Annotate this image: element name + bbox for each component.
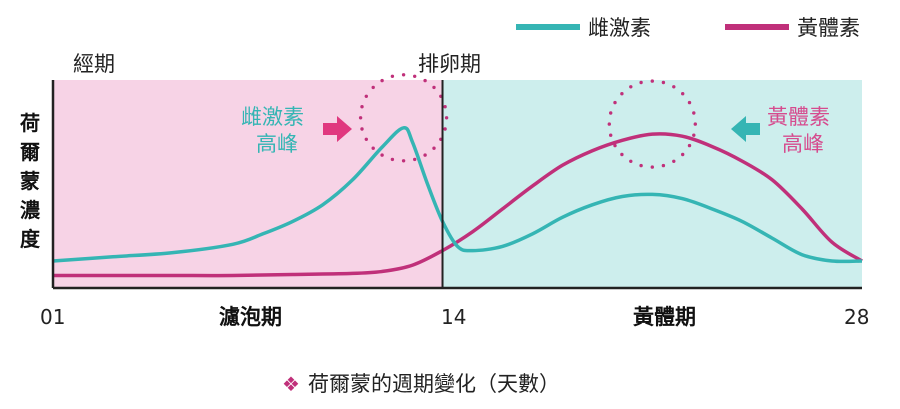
peak-circle-dot bbox=[692, 111, 696, 115]
peak-circle-dot bbox=[692, 133, 696, 137]
series-line-progesterone bbox=[53, 132, 863, 278]
y-label-char: 爾 bbox=[19, 140, 40, 164]
peak-circle-dot bbox=[650, 79, 654, 83]
legend: 雌激素 黃體素 bbox=[516, 16, 860, 40]
peak-circle-dot bbox=[401, 159, 406, 163]
left-arrow-icon bbox=[731, 116, 760, 142]
peak-circle-dot bbox=[650, 165, 654, 169]
peak-circle-dot bbox=[423, 78, 427, 83]
peak-circle-dot bbox=[639, 163, 643, 168]
phase-label-follicular: 濾泡期 bbox=[219, 305, 282, 329]
x-tick-label: 28 bbox=[844, 305, 869, 329]
estrogen-peak-annotation: 雌激素 高峰 bbox=[241, 105, 352, 156]
peak-circle-dot bbox=[364, 94, 368, 99]
legend-label-progesterone: 黃體素 bbox=[797, 16, 860, 40]
peak-circle-dot bbox=[629, 159, 633, 163]
y-label-char: 濃 bbox=[20, 198, 41, 222]
peak-circle-dot bbox=[444, 116, 449, 120]
peak-circle-dot bbox=[423, 153, 427, 157]
peak-highlight-circle bbox=[607, 79, 697, 169]
y-label-char: 荷 bbox=[20, 111, 40, 135]
phase-label-luteal: 黃體期 bbox=[633, 305, 696, 329]
peak-circle-dot bbox=[432, 146, 436, 150]
annotation-text: 雌激素 bbox=[241, 105, 304, 129]
peak-circle-dot bbox=[681, 152, 685, 157]
peak-circle-dot bbox=[661, 163, 666, 168]
peak-circle-dot bbox=[358, 116, 363, 120]
phase-label-ovulation: 排卵期 bbox=[418, 52, 481, 76]
y-label-char: 蒙 bbox=[20, 169, 40, 193]
peak-circle-dot bbox=[687, 143, 692, 148]
y-axis-label: 荷 爾 蒙 濃 度 bbox=[19, 111, 41, 251]
peak-circle-dot bbox=[401, 73, 406, 77]
peak-circle-dot bbox=[681, 92, 685, 96]
peak-circle-dot bbox=[672, 85, 676, 89]
annotation-text: 黃體素 bbox=[767, 105, 830, 129]
peak-circle-dot bbox=[620, 152, 624, 157]
peak-circle-dot bbox=[639, 80, 643, 85]
peak-circle-dot bbox=[360, 127, 364, 131]
chart-caption: 荷爾蒙的週期變化（天數） bbox=[308, 372, 560, 396]
peak-circle-dot bbox=[693, 122, 697, 126]
peak-circle-dot bbox=[613, 143, 617, 148]
y-label-char: 度 bbox=[20, 227, 41, 251]
annotation-text: 高峰 bbox=[256, 132, 298, 156]
peak-circle-dot bbox=[390, 74, 395, 79]
peak-circle-dot bbox=[687, 100, 692, 105]
series-line-estrogen bbox=[52, 126, 863, 264]
peak-circle-dot bbox=[360, 105, 364, 109]
annotation-text: 高峰 bbox=[782, 132, 824, 156]
legend-label-estrogen: 雌激素 bbox=[588, 16, 651, 40]
peak-circle-dot bbox=[661, 80, 666, 85]
progesterone-peak-annotation: 黃體素 高峰 bbox=[731, 105, 830, 156]
peak-highlight-circle bbox=[358, 73, 449, 163]
peak-circle-dot bbox=[629, 85, 633, 89]
peak-circle-dot bbox=[371, 85, 375, 90]
peak-circle-dot bbox=[390, 157, 395, 162]
phase-label-menstruation: 經期 bbox=[73, 52, 115, 76]
x-tick-label: 01 bbox=[40, 305, 65, 329]
peak-circle-dot bbox=[443, 127, 447, 131]
peak-circle-dot bbox=[413, 157, 417, 162]
peak-circle-dot bbox=[620, 92, 624, 96]
peak-circle-dot bbox=[443, 105, 447, 109]
peak-circle-dot bbox=[380, 78, 384, 83]
peak-circle-dot bbox=[609, 111, 613, 115]
peak-circle-dot bbox=[607, 122, 611, 126]
x-tick-label: 14 bbox=[441, 305, 466, 329]
peak-circle-dot bbox=[613, 100, 617, 105]
peak-circle-dot bbox=[609, 133, 613, 137]
peak-circle-dot bbox=[672, 159, 676, 163]
luteal-region bbox=[442, 80, 862, 288]
peak-circle-dot bbox=[413, 74, 417, 79]
peak-circle-dot bbox=[380, 153, 384, 157]
peak-circle-dot bbox=[364, 137, 368, 141]
right-arrow-icon bbox=[323, 116, 352, 142]
peak-circle-dot bbox=[432, 85, 436, 90]
caption-bullet: ❖ bbox=[282, 372, 300, 396]
follicular-region bbox=[53, 80, 443, 288]
peak-circle-dot bbox=[371, 146, 375, 150]
